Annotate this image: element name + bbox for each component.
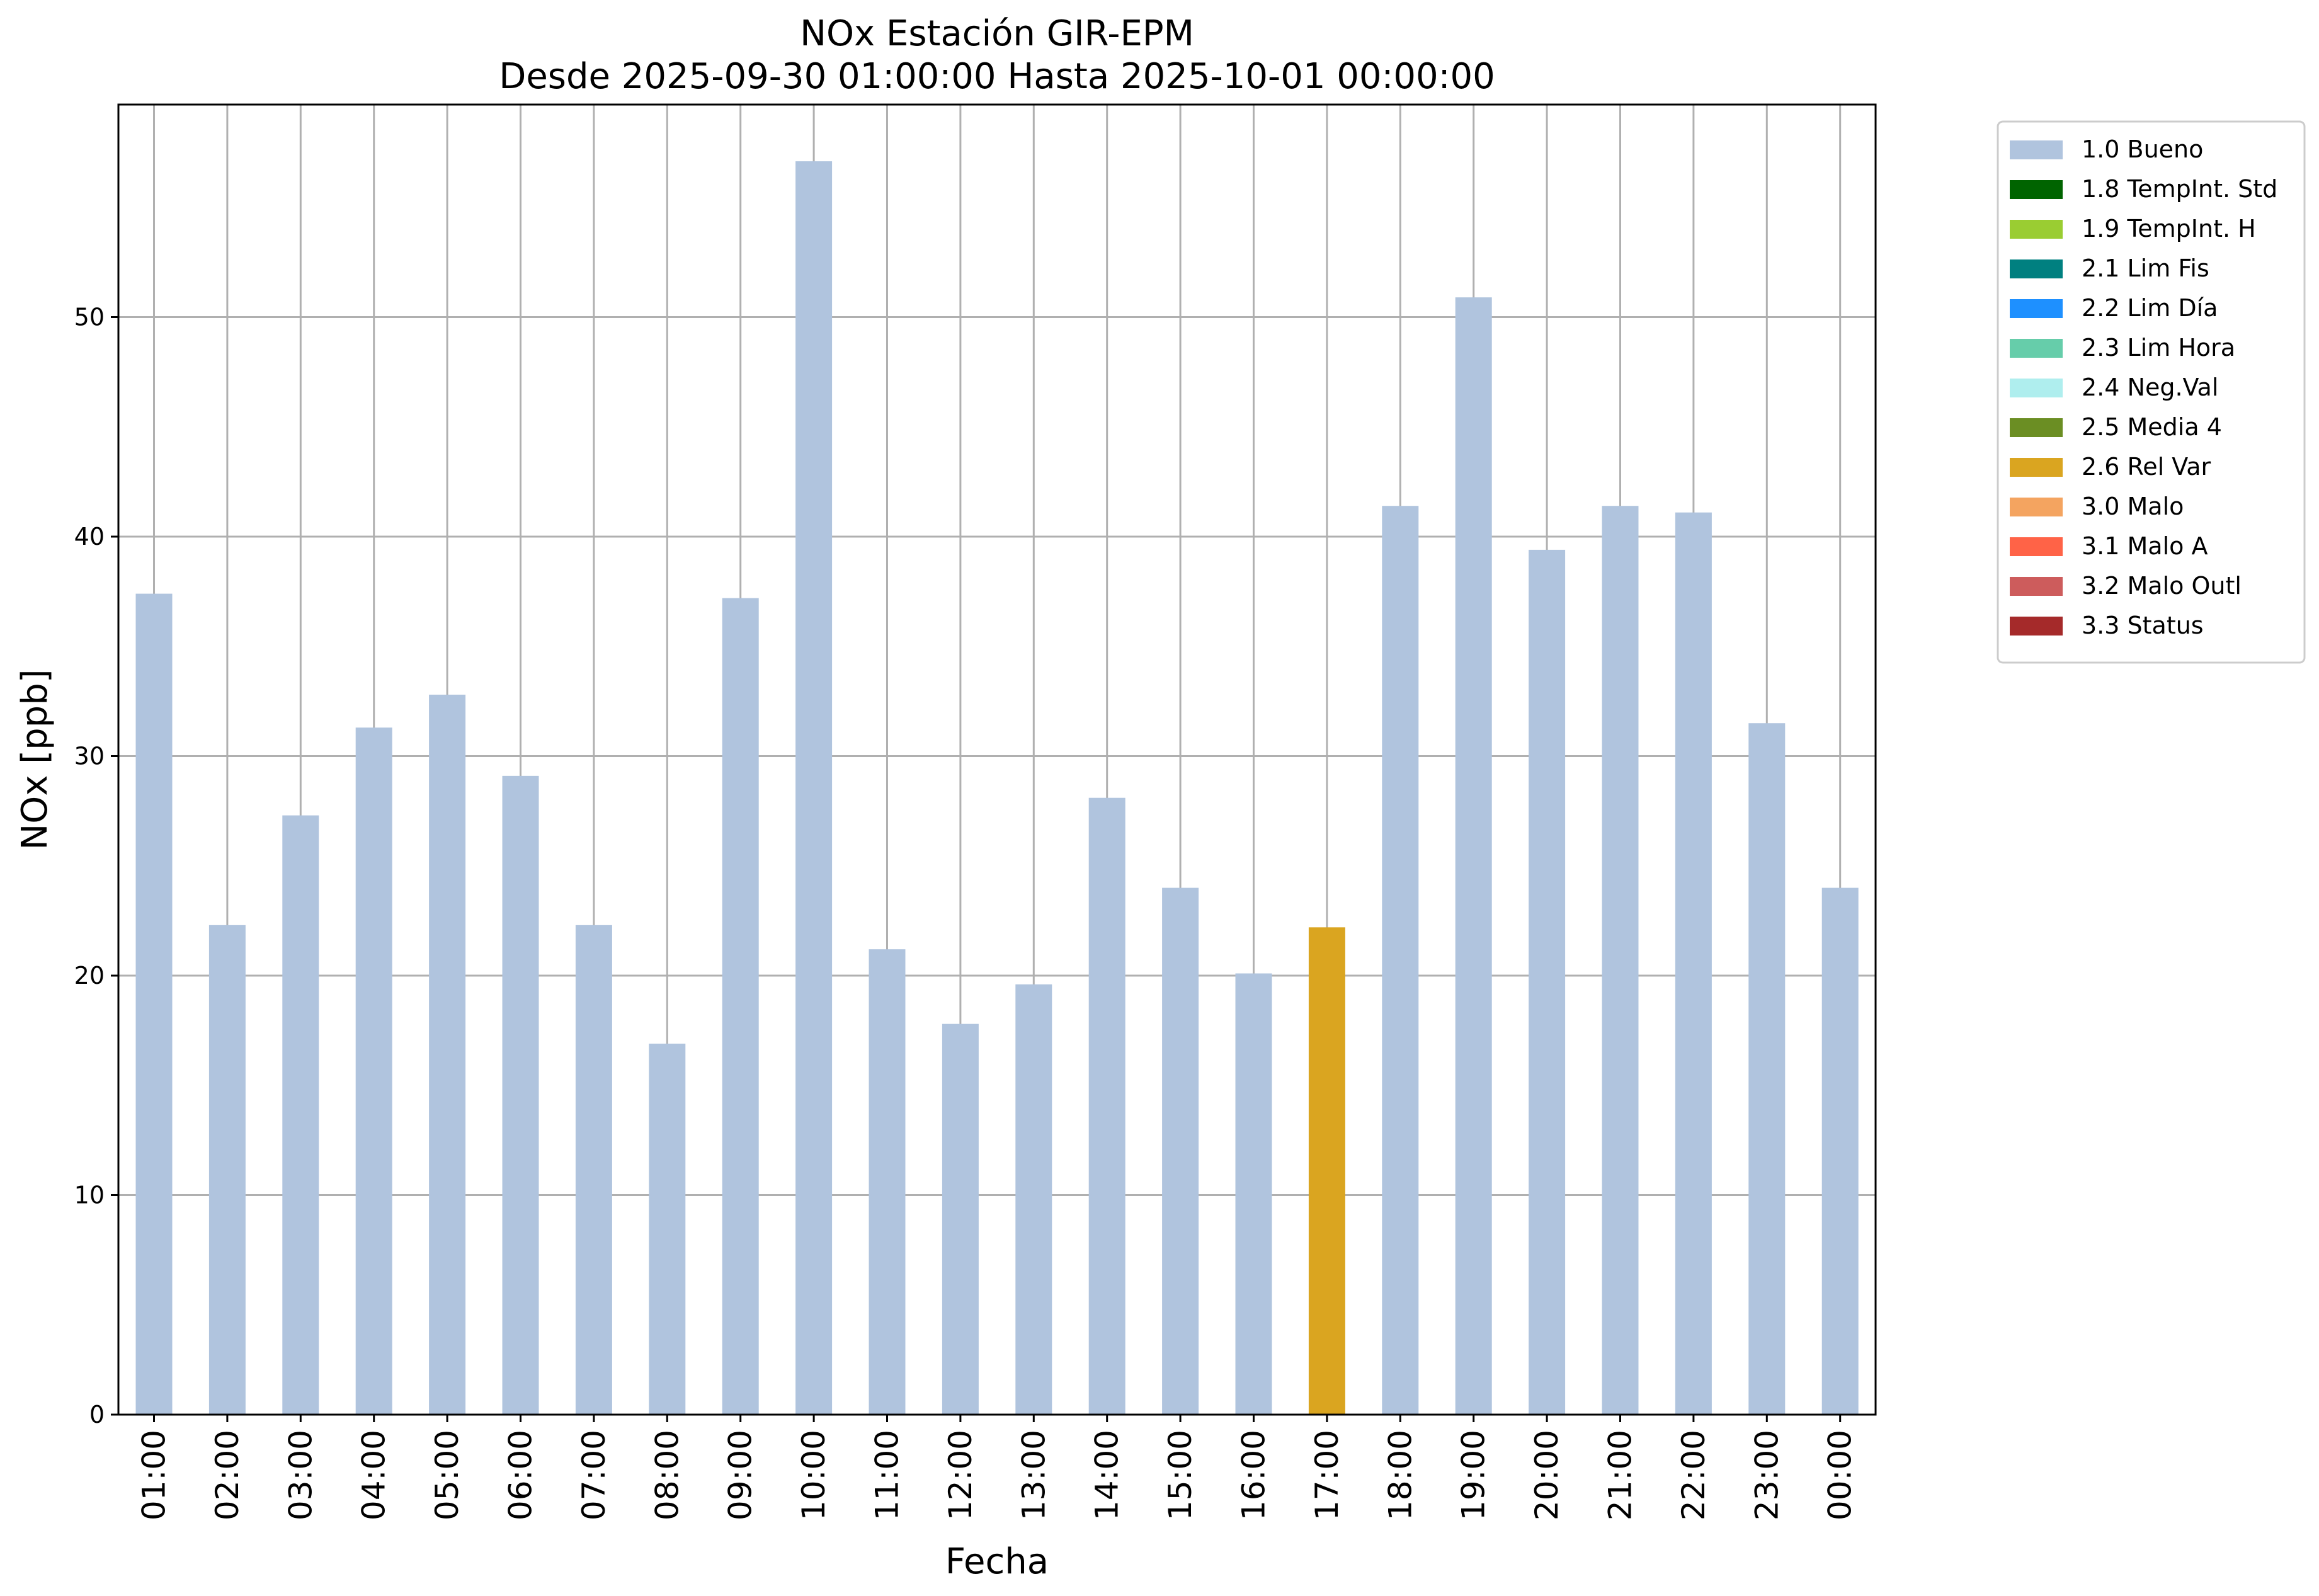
bar-0900 xyxy=(722,598,759,1415)
plot-frame xyxy=(117,103,1877,1416)
x-tick-label: 00:00 xyxy=(1822,1430,1859,1520)
bar-2200 xyxy=(1675,512,1712,1415)
legend-label: 2.5 Media 4 xyxy=(2082,413,2222,441)
chart-subtitle: Desde 2025-09-30 01:00:00 Hasta 2025-10-… xyxy=(499,56,1495,97)
legend-swatch xyxy=(2010,577,2063,596)
bar-0000 xyxy=(1821,887,1859,1415)
y-tick-label: 50 xyxy=(74,304,105,331)
y-tick-label: 20 xyxy=(74,962,105,989)
y-tick-label: 10 xyxy=(74,1182,105,1209)
bar-0100 xyxy=(135,593,173,1415)
y-axis-label: NOx [ppb] xyxy=(14,669,55,850)
x-tick-label: 07:00 xyxy=(576,1430,612,1520)
x-tick-label: 22:00 xyxy=(1675,1430,1712,1520)
legend-label: 2.6 Rel Var xyxy=(2082,453,2211,481)
y-tick-label: 0 xyxy=(89,1401,105,1428)
x-tick-label: 05:00 xyxy=(429,1430,465,1520)
legend-label: 2.2 Lim Día xyxy=(2082,294,2218,322)
bar-1600 xyxy=(1235,973,1272,1415)
chart-title: NOx Estación GIR-EPM xyxy=(800,13,1194,54)
legend-label: 2.4 Neg.Val xyxy=(2082,373,2218,401)
bar-1300 xyxy=(1015,984,1052,1415)
legend-label: 1.9 TempInt. H xyxy=(2082,215,2256,242)
bar-0500 xyxy=(429,694,466,1415)
x-tick-label: 18:00 xyxy=(1382,1430,1418,1520)
legend-swatch xyxy=(2010,259,2063,278)
x-tick-label: 02:00 xyxy=(209,1430,246,1520)
x-axis-label: Fecha xyxy=(945,1541,1049,1582)
legend-label: 3.3 Status xyxy=(2082,612,2204,639)
bar-1100 xyxy=(869,949,906,1415)
bar-1800 xyxy=(1382,506,1419,1415)
x-tick-label: 16:00 xyxy=(1236,1430,1272,1520)
legend-swatch xyxy=(2010,617,2063,636)
y-axis: 0 10 20 30 40 50 xyxy=(74,304,118,1428)
x-axis: 01:00 02:00 03:00 04:00 05:00 06:00 07:00 08:00… xyxy=(136,1415,1859,1520)
bar-2100 xyxy=(1602,506,1639,1415)
x-tick-label: 06:00 xyxy=(503,1430,539,1520)
bar-0800 xyxy=(649,1044,686,1415)
legend-label: 3.2 Malo Outl xyxy=(2082,572,2242,600)
legend-swatch xyxy=(2010,299,2063,318)
x-tick-label: 11:00 xyxy=(869,1430,906,1520)
x-tick-label: 10:00 xyxy=(795,1430,832,1520)
legend-swatch xyxy=(2010,537,2063,556)
x-tick-label: 23:00 xyxy=(1748,1430,1785,1520)
legend-swatch xyxy=(2010,140,2063,159)
x-tick-label: 17:00 xyxy=(1309,1430,1345,1520)
legend-label: 3.1 Malo A xyxy=(2082,532,2208,560)
x-tick-label: 03:00 xyxy=(282,1430,319,1520)
x-tick-label: 04:00 xyxy=(356,1430,392,1520)
bar-1500 xyxy=(1162,887,1199,1415)
bar-1000 xyxy=(795,161,833,1415)
legend-label: 2.3 Lim Hora xyxy=(2082,334,2235,362)
y-tick-label: 40 xyxy=(74,523,105,550)
legend-swatch xyxy=(2010,498,2063,516)
x-tick-label: 12:00 xyxy=(942,1430,979,1520)
legend-label: 3.0 Malo xyxy=(2082,493,2184,520)
legend-swatch xyxy=(2010,339,2063,358)
legend: 1.0 Bueno 1.8 TempInt. Std 1.9 TempInt. H 2… xyxy=(1997,120,2306,664)
x-tick-label: 09:00 xyxy=(722,1430,759,1520)
bar-2000 xyxy=(1529,549,1566,1415)
bars xyxy=(135,161,1859,1415)
legend-label: 1.8 TempInt. Std xyxy=(2082,175,2277,203)
bar-2300 xyxy=(1748,723,1786,1415)
x-tick-label: 01:00 xyxy=(136,1430,173,1520)
legend-frame xyxy=(1997,120,2306,664)
legend-swatch xyxy=(2010,458,2063,477)
legend-swatch xyxy=(2010,180,2063,199)
bar-1900 xyxy=(1455,297,1492,1415)
legend-label: 2.1 Lim Fis xyxy=(2082,254,2209,282)
legend-swatch xyxy=(2010,379,2063,397)
x-tick-label: 08:00 xyxy=(649,1430,685,1520)
chart-title-group: NOx Estación GIR-EPM Desde 2025-09-30 01… xyxy=(499,13,1495,97)
x-tick-label: 13:00 xyxy=(1015,1430,1052,1520)
y-tick-label: 30 xyxy=(74,743,105,770)
x-tick-label: 19:00 xyxy=(1456,1430,1492,1520)
bar-1400 xyxy=(1088,797,1125,1415)
bar-0300 xyxy=(282,815,319,1415)
x-tick-label: 20:00 xyxy=(1529,1430,1565,1520)
x-tick-label: 15:00 xyxy=(1162,1430,1199,1520)
bar-0700 xyxy=(575,925,612,1415)
bar-0200 xyxy=(208,925,246,1415)
x-tick-label: 14:00 xyxy=(1089,1430,1125,1520)
legend-label: 1.0 Bueno xyxy=(2082,135,2203,163)
legend-swatch xyxy=(2010,220,2063,239)
bar-1700 xyxy=(1308,927,1345,1415)
x-tick-label: 21:00 xyxy=(1602,1430,1639,1520)
legend-swatch xyxy=(2010,418,2063,437)
bar-0600 xyxy=(502,775,539,1415)
bar-0400 xyxy=(355,727,392,1415)
bar-1200 xyxy=(942,1023,979,1415)
